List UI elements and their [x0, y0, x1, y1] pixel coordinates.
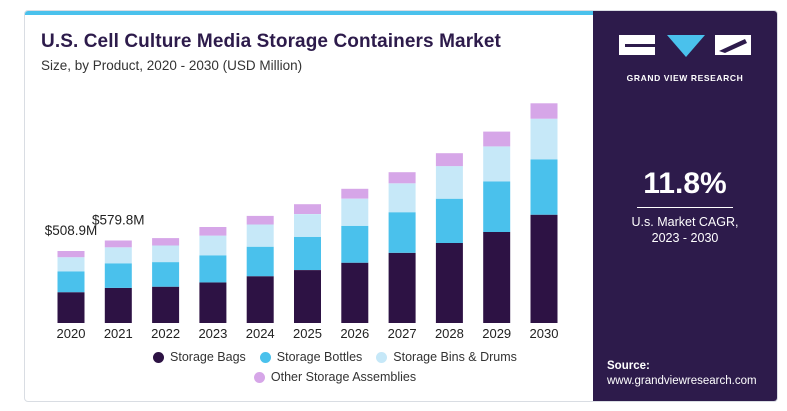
- cagr-label-line-2: 2023 - 2030: [651, 231, 719, 245]
- bar-segment: [104, 263, 132, 288]
- bar-segment: [341, 188, 369, 199]
- bar-segment: [341, 225, 369, 263]
- bar-segment: [246, 224, 274, 247]
- legend-swatch: [259, 351, 271, 363]
- x-tick-label: 2024: [246, 326, 275, 341]
- bar-chart: 2020 2021 2022 2023 2024 2025 2026 2027 2028 2029…: [45, 103, 559, 341]
- source-label: Source:: [607, 360, 650, 372]
- legend-label: Storage Bags: [170, 350, 246, 364]
- brand-logo: GRAND VIEW RESEARCH: [615, 31, 755, 91]
- data-label: $508.9M: [45, 223, 98, 238]
- bar-segment: [294, 214, 321, 237]
- accent-bar: [25, 11, 593, 15]
- chart-title: U.S. Cell Culture Media Storage Containe…: [41, 31, 501, 52]
- bar-segment: [483, 146, 511, 182]
- legend-swatch: [153, 351, 165, 363]
- divider: [637, 207, 733, 208]
- bar-segment: [294, 236, 321, 270]
- bar-segment: [341, 262, 369, 323]
- chart-legend: Storage Bags Storage Bottles Storage Bin…: [115, 350, 555, 390]
- info-sidebar: GRAND VIEW RESEARCH 11.8% U.s. Market CA…: [593, 11, 777, 401]
- bar-segment: [530, 103, 558, 119]
- bar-segment: [246, 276, 274, 323]
- bar-segment: [530, 214, 558, 323]
- bar-segment: [435, 153, 463, 167]
- logo-mark-icon: [619, 35, 751, 57]
- x-tick-label: 2023: [198, 326, 227, 341]
- x-tick-label: 2022: [151, 326, 180, 341]
- x-tick-label: 2028: [435, 326, 464, 341]
- chart-subtitle: Size, by Product, 2020 - 2030 (USD Milli…: [41, 58, 303, 73]
- bar-segment: [246, 246, 274, 277]
- bar-segment: [483, 131, 511, 147]
- legend-label: Storage Bins & Drums: [393, 350, 517, 364]
- bar-segment: [57, 292, 85, 323]
- x-tick-label: 2020: [57, 326, 86, 341]
- bar-segment: [530, 159, 558, 215]
- cagr-label-line-1: U.s. Market CAGR,: [631, 215, 739, 229]
- bar-segment: [199, 282, 227, 323]
- bar-segment: [388, 252, 416, 323]
- x-tick-label: 2029: [482, 326, 511, 341]
- bar-segment: [152, 238, 180, 246]
- legend-item-storage-bins-drums: Storage Bins & Drums: [376, 350, 517, 364]
- bar-segment: [199, 227, 227, 236]
- bar-segment: [483, 181, 511, 232]
- legend-swatch: [253, 371, 265, 383]
- bar-segment: [104, 287, 132, 323]
- brand-name: GRAND VIEW RESEARCH: [626, 73, 744, 83]
- bar-segment: [388, 172, 416, 184]
- bar-segment: [152, 245, 180, 263]
- bar-segment: [341, 198, 369, 226]
- x-tick-label: 2027: [388, 326, 417, 341]
- source-link[interactable]: www.grandviewresearch.com: [607, 375, 757, 387]
- source-note: Source: www.grandviewresearch.com: [607, 359, 757, 389]
- x-tick-label: 2021: [104, 326, 133, 341]
- cagr-value: 11.8%: [643, 167, 727, 200]
- bar-segment: [435, 243, 463, 323]
- legend-row-1: Storage Bags Storage Bottles Storage Bin…: [115, 350, 555, 364]
- legend-item-storage-bags: Storage Bags: [153, 350, 246, 364]
- bar-segment: [152, 286, 180, 323]
- bar-segment: [152, 262, 180, 287]
- bar-segment: [388, 212, 416, 253]
- legend-item-storage-bottles: Storage Bottles: [259, 350, 363, 364]
- legend-row-2: Other Storage Assemblies: [115, 370, 555, 384]
- bar-segment: [530, 118, 558, 160]
- bar-segment: [57, 251, 85, 258]
- legend-swatch: [376, 351, 388, 363]
- legend-label: Storage Bottles: [276, 350, 363, 364]
- chart-card: U.S. Cell Culture Media Storage Containe…: [24, 10, 778, 402]
- legend-item-other-storage-assemblies: Other Storage Assemblies: [253, 370, 417, 384]
- cagr-label: U.s. Market CAGR, 2023 - 2030: [593, 214, 777, 246]
- bar-segment: [57, 257, 85, 272]
- bar-segment: [483, 231, 511, 323]
- legend-label: Other Storage Assemblies: [270, 370, 417, 384]
- bar-segment: [388, 183, 416, 213]
- bar-segment: [246, 215, 274, 225]
- bar-segment: [435, 198, 463, 243]
- bar-segment: [294, 270, 321, 323]
- bar-segment: [57, 271, 85, 293]
- bar-segment: [294, 204, 321, 214]
- bar-segment: [435, 166, 463, 199]
- data-label: $579.8M: [92, 213, 145, 228]
- x-tick-label: 2030: [530, 326, 559, 341]
- x-tick-label: 2025: [293, 326, 322, 341]
- bar-segment: [199, 235, 227, 256]
- bar-segment: [104, 247, 132, 264]
- bar-segment: [199, 255, 227, 283]
- x-tick-label: 2026: [340, 326, 369, 341]
- bar-segment: [104, 240, 132, 248]
